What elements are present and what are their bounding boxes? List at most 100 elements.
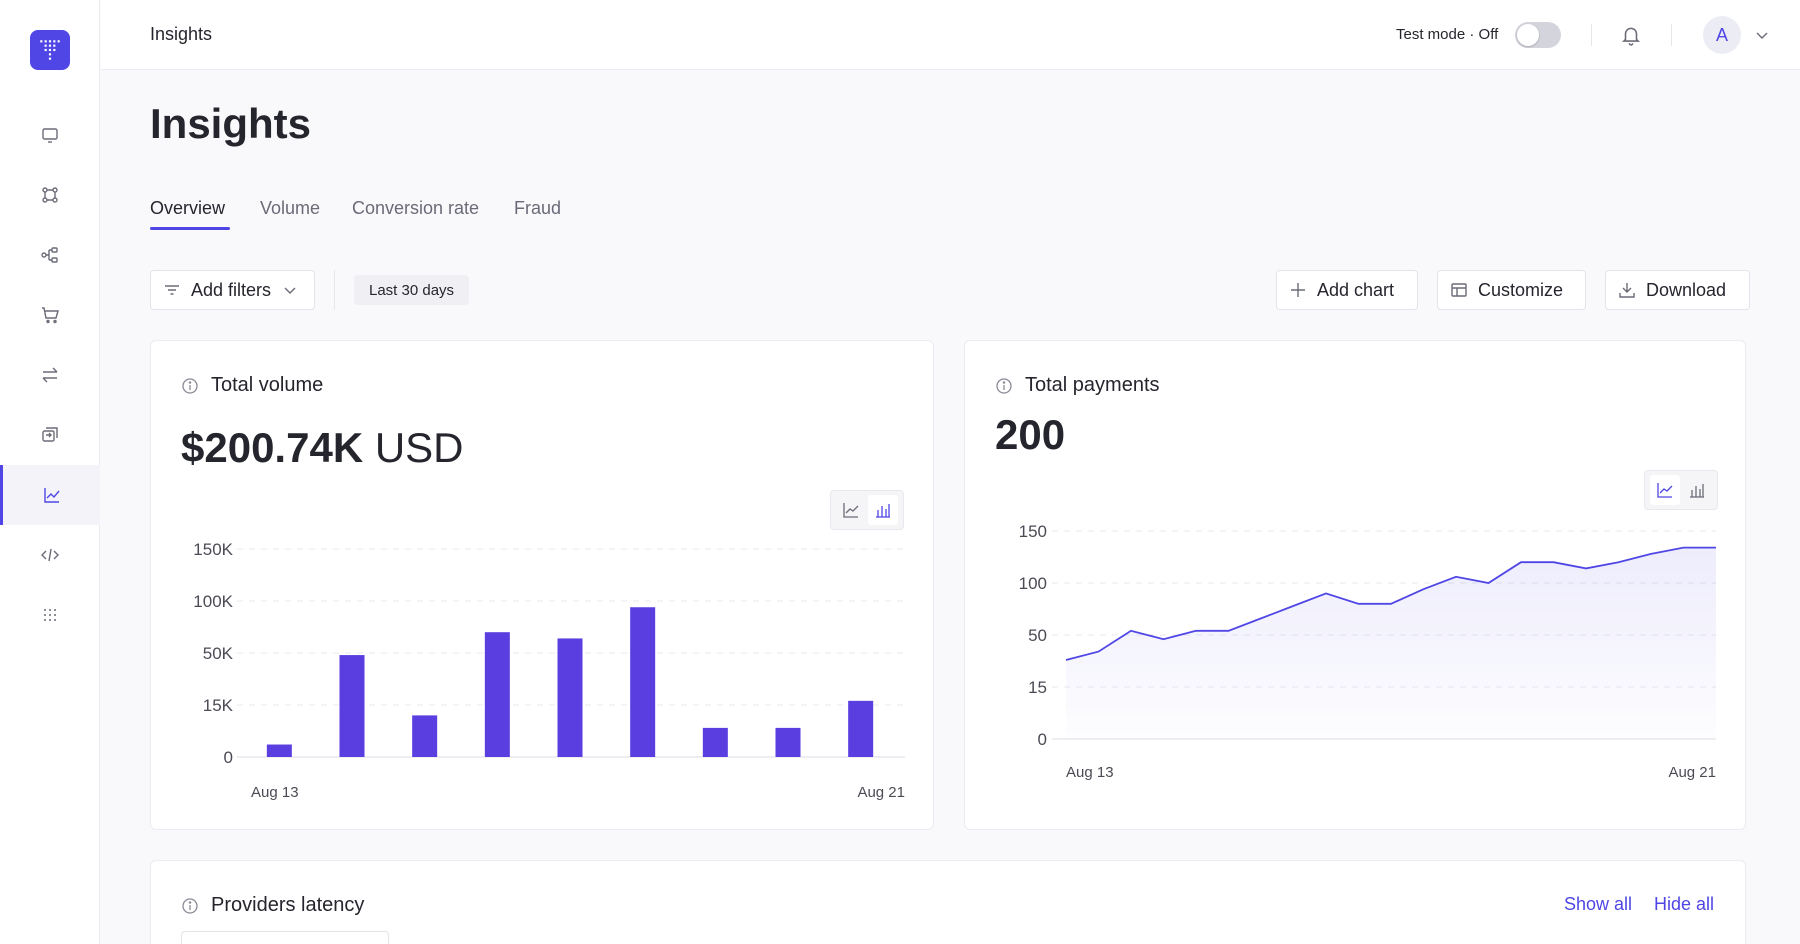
sidebar-item-apps[interactable]: [0, 585, 100, 645]
bar: [775, 727, 801, 757]
add-filters-button[interactable]: Add filters: [150, 270, 315, 310]
test-mode-label: Test mode · Off: [1396, 26, 1499, 43]
chart-line-icon: [43, 488, 60, 503]
add-chart-button[interactable]: Add chart: [1276, 270, 1418, 310]
chart-type-toggle: [830, 490, 904, 530]
x-tick-label: Aug 21: [857, 784, 905, 801]
exchange-icon: [42, 427, 58, 442]
tab-overview[interactable]: Overview: [150, 198, 226, 218]
bar: [702, 727, 728, 757]
cart-icon: [42, 307, 59, 324]
line-chart-option[interactable]: [836, 495, 866, 525]
y-tick-label: 150: [1019, 522, 1047, 541]
page-title: Insights: [150, 100, 312, 147]
bar: [630, 607, 656, 757]
x-tick-label: Aug 13: [1066, 764, 1114, 781]
hide-all-link[interactable]: Hide all: [1654, 894, 1715, 914]
connections-icon: [41, 247, 58, 263]
chevron-down-icon: [284, 287, 296, 294]
sidebar-item-developers[interactable]: [0, 525, 100, 585]
avatar[interactable]: A: [1703, 16, 1741, 54]
add-chart-label: Add chart: [1317, 279, 1395, 300]
customize-button[interactable]: Customize: [1437, 270, 1586, 310]
chevron-down-icon[interactable]: [1754, 27, 1770, 43]
topbar-title: Insights: [150, 24, 213, 44]
divider: [1591, 24, 1592, 46]
card-title: Providers latency: [181, 894, 364, 917]
bar-chart-icon: [876, 504, 890, 518]
bar: [412, 715, 438, 757]
info-icon[interactable]: [995, 377, 1013, 395]
total-payments-card: Total payments 200 0 15 50 100 150 Aug 13 Aug …: [964, 340, 1746, 830]
y-tick-label: 15K: [203, 696, 234, 715]
test-mode-toggle[interactable]: [1515, 22, 1561, 48]
total-volume-chart: 0 15K 50K 100K 150K Aug 13 Aug 21: [193, 540, 905, 801]
logo-icon: [40, 40, 60, 60]
tab-fraud[interactable]: Fraud: [514, 198, 562, 218]
y-tick-label: 0: [224, 748, 233, 767]
info-icon[interactable]: [181, 897, 199, 915]
sidebar-item-exchange[interactable]: [0, 405, 100, 465]
sidebar-item-transactions[interactable]: [0, 345, 100, 405]
sidebar-item-orders[interactable]: [0, 285, 100, 345]
area-fill: [1066, 547, 1716, 739]
sidebar-item-connections[interactable]: [0, 225, 100, 285]
add-filters-label: Add filters: [191, 279, 272, 300]
y-tick-label: 50: [1028, 626, 1047, 645]
total-volume-value: $200.74K USD: [181, 424, 464, 472]
y-tick-label: 150K: [193, 540, 233, 559]
total-volume-title: Total volume: [211, 374, 324, 396]
x-tick-label: Aug 13: [251, 784, 299, 801]
total-payments-chart: 0 15 50 100 150 Aug 13 Aug 21: [1019, 522, 1716, 781]
layout-icon: [1451, 283, 1467, 297]
date-range-chip[interactable]: Last 30 days: [354, 275, 470, 305]
grid-dots-icon: [44, 609, 56, 621]
customize-label: Customize: [1478, 279, 1564, 300]
providers-latency-title: Providers latency: [211, 894, 365, 916]
total-volume-unit: USD: [374, 424, 464, 471]
total-payments-value: 200: [995, 411, 1066, 458]
total-volume-amount: $200.74K: [181, 424, 364, 471]
total-volume-card: Total volume $200.74K USD 0 15K 50K 100K 150…: [150, 340, 934, 830]
line-chart-icon: [843, 503, 859, 518]
divider: [334, 270, 335, 310]
topbar: Insights Test mode · Off A: [101, 0, 1800, 70]
plus-icon: [1291, 283, 1305, 297]
divider: [1671, 24, 1672, 46]
sidebar-item-dashboard[interactable]: [0, 105, 100, 165]
y-tick-label: 100: [1019, 574, 1047, 593]
show-all-link[interactable]: Show all: [1564, 894, 1633, 914]
bar: [484, 632, 510, 757]
workflow-icon: [42, 187, 58, 203]
download-label: Download: [1646, 279, 1727, 300]
latency-filter-box[interactable]: [181, 931, 389, 944]
tab-conversion-rate[interactable]: Conversion rate: [352, 198, 480, 218]
line-chart-option[interactable]: [1650, 475, 1680, 505]
bar-chart-option[interactable]: [1682, 475, 1712, 505]
series-line: [1065, 546, 1716, 661]
monitor-icon: [42, 128, 58, 143]
sidebar-item-insights[interactable]: [0, 465, 100, 525]
tab-volume[interactable]: Volume: [260, 198, 321, 218]
code-icon: [41, 548, 59, 562]
brand-logo[interactable]: [30, 30, 70, 70]
download-button[interactable]: Download: [1605, 270, 1750, 310]
download-icon: [1619, 283, 1635, 298]
avatar-initial: A: [1715, 24, 1728, 45]
tab-active-indicator: [150, 227, 230, 230]
sidebar-item-workflows[interactable]: [0, 165, 100, 225]
info-icon[interactable]: [181, 377, 199, 395]
x-tick-label: Aug 21: [1668, 764, 1716, 781]
bell-icon[interactable]: [1620, 24, 1642, 46]
bar-chart-option[interactable]: [868, 495, 898, 525]
chart-type-toggle: [1644, 470, 1718, 510]
y-tick-label: 50K: [203, 644, 234, 663]
providers-latency-card: Providers latency Show all Hide all: [150, 860, 1746, 944]
y-tick-label: 100K: [193, 592, 233, 611]
card-title: Total payments: [995, 374, 1160, 397]
y-tick-label: 0: [1038, 730, 1047, 749]
sidebar: [0, 0, 100, 944]
card-title: Total volume: [181, 374, 323, 397]
filter-icon: [165, 285, 179, 295]
bar: [339, 655, 365, 757]
